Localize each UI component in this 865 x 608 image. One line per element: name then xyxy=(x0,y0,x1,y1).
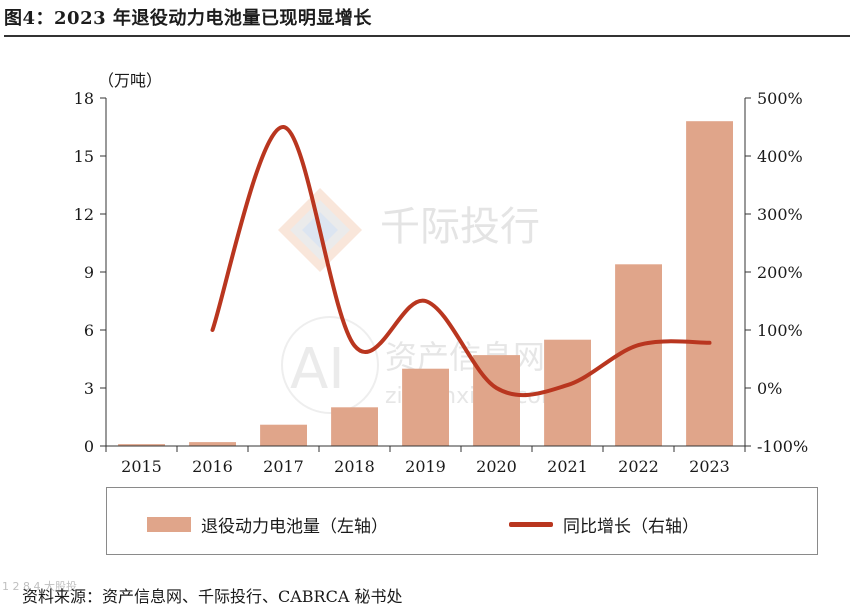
source-note: 资料来源：资产信息网、千际投行、CABRCA 秘书处 xyxy=(22,587,403,606)
left-axis-unit: （万吨） xyxy=(98,71,162,90)
left-tick-label: 3 xyxy=(84,379,94,398)
site-logo-text: AI xyxy=(290,337,345,402)
left-tick-label: 18 xyxy=(74,89,94,108)
legend-item-line: 同比增长（右轴） xyxy=(509,512,699,537)
x-tick-label: 2022 xyxy=(618,457,659,476)
bar-2023 xyxy=(686,121,733,446)
chart-title: 图4：2023 年退役动力电池量已现明显增长 xyxy=(4,8,372,29)
legend-line-label: 同比增长（右轴） xyxy=(563,517,699,537)
left-tick-label: 9 xyxy=(84,263,94,282)
bar-2017 xyxy=(260,424,307,446)
line-series xyxy=(210,125,712,398)
bar-series xyxy=(118,121,733,446)
x-tick-label: 2018 xyxy=(334,457,375,476)
right-tick-label: 0% xyxy=(757,379,782,398)
legend-line-swatch xyxy=(509,522,553,527)
right-tick-label: -100% xyxy=(757,437,808,456)
bar-2019 xyxy=(402,368,449,446)
x-tick-label: 2016 xyxy=(192,457,233,476)
bar-2021 xyxy=(544,339,591,446)
x-tick-label: 2020 xyxy=(476,457,517,476)
brand-watermark-text: 千际投行 xyxy=(380,204,540,250)
left-tick-label: 0 xyxy=(84,437,94,456)
left-tick-label: 6 xyxy=(84,321,94,340)
right-tick-label: 100% xyxy=(757,321,803,340)
site-logo-circle xyxy=(281,316,379,414)
legend-bar-swatch xyxy=(147,517,191,532)
bar-2016 xyxy=(189,442,236,446)
bar-2015 xyxy=(118,444,165,446)
x-tick-label: 2015 xyxy=(121,457,162,476)
legend-bar-label: 退役动力电池量（左轴） xyxy=(201,517,388,537)
legend: 退役动力电池量（左轴） 同比增长（右轴） xyxy=(106,487,818,555)
left-tick-label: 12 xyxy=(74,205,94,224)
right-tick-label: 400% xyxy=(757,147,803,166)
left-tick-label: 15 xyxy=(74,147,94,166)
right-tick-label: 300% xyxy=(757,205,803,224)
x-tick-label: 2023 xyxy=(689,457,730,476)
bar-2018 xyxy=(331,407,378,446)
title-divider xyxy=(4,35,850,37)
x-tick-label: 2017 xyxy=(263,457,304,476)
growth-line xyxy=(210,125,712,398)
right-tick-label: 500% xyxy=(757,89,803,108)
chart-canvas: 千际投行 AI 资产信息网 zichanxinxi.com 0369121518… xyxy=(74,71,809,476)
bar-2022 xyxy=(615,264,662,446)
legend-item-bar: 退役动力电池量（左轴） xyxy=(147,512,388,537)
x-tick-label: 2021 xyxy=(547,457,588,476)
right-tick-label: 200% xyxy=(757,263,803,282)
corner-watermark: 1 2 8 4 大股投 xyxy=(2,580,77,593)
x-tick-label: 2019 xyxy=(405,457,446,476)
axes: 0 3 6 9 12 15 18 -100% 0% 100% 200% 300% 400% 500% 201… xyxy=(74,71,809,476)
